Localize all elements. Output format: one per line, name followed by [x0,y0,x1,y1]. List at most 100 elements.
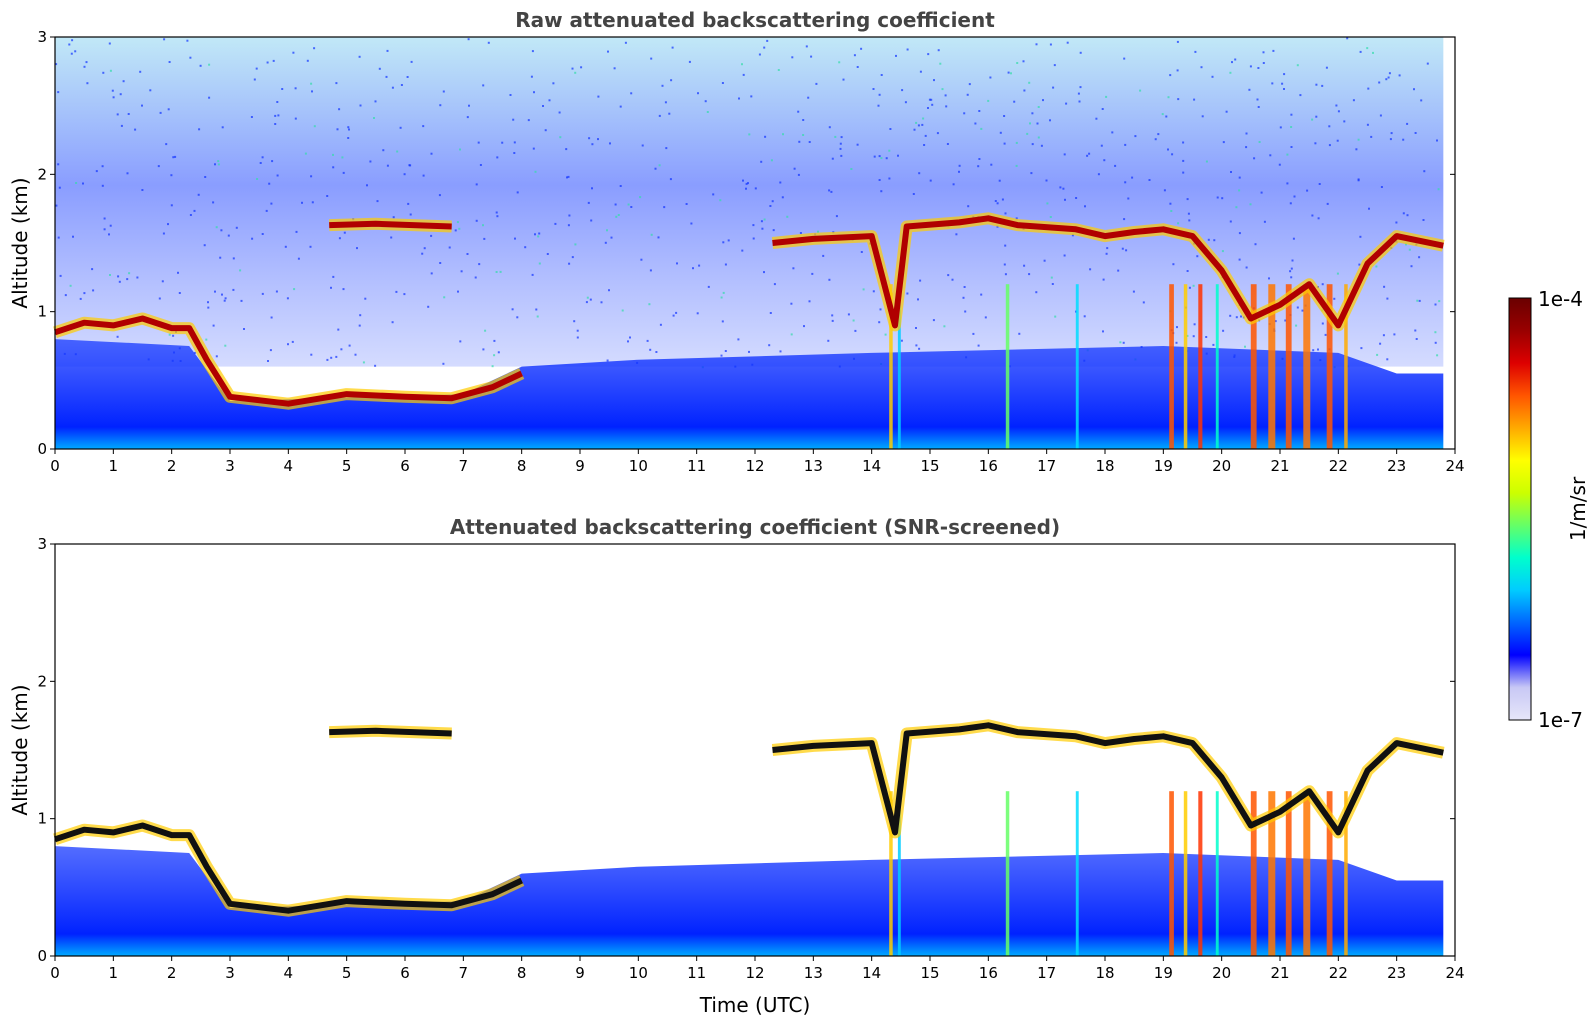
noise-speck [1355,148,1358,151]
x-tick-label: 0 [50,964,60,982]
noise-speck [1037,136,1040,139]
noise-speck [189,56,192,59]
y-tick-label: 0 [37,440,47,458]
y-tick-label: 1 [37,810,47,828]
noise-speck [763,271,765,274]
noise-speck [294,117,297,120]
noise-speck [332,275,335,278]
noise-speck [103,228,106,231]
noise-speck [430,272,433,275]
noise-speck [661,84,664,87]
noise-speck [919,70,922,73]
noise-speck [168,333,171,336]
raw-backscatter-panel: Raw attenuated backscattering coefficien… [8,8,1465,475]
noise-speck [109,69,112,72]
noise-speck [214,290,216,293]
noise-speck [205,338,208,341]
noise-speck [294,87,297,90]
noise-speck [513,141,516,144]
noise-speck [215,226,218,229]
noise-speck [574,243,577,246]
noise-speck [91,268,94,271]
noise-speck [1317,348,1319,351]
noise-speck [306,59,309,62]
precipitation-streak [1326,791,1333,956]
noise-speck [531,273,534,276]
noise-speck [567,224,570,227]
noise-speck [477,141,480,144]
noise-speck [291,340,294,343]
noise-speck [207,301,209,304]
noise-speck [261,233,264,235]
noise-speck [1207,238,1210,241]
noise-speck [1434,341,1437,344]
x-tick-label: 7 [459,964,469,982]
noise-speck [1290,126,1293,128]
noise-speck [108,42,111,45]
noise-speck [1059,186,1062,189]
noise-speck [568,214,571,217]
x-tick-label: 20 [1212,964,1231,982]
noise-speck [277,114,280,117]
noise-speck [831,319,834,322]
noise-speck [559,136,562,139]
x-tick-label: 21 [1270,457,1289,475]
noise-speck [482,348,485,351]
noise-speck [204,176,207,178]
noise-speck [790,333,793,336]
noise-speck [769,312,772,314]
noise-speck [797,110,800,113]
noise-speck [495,271,498,273]
noise-speck [1235,316,1238,319]
noise-speck [186,39,189,42]
noise-speck [721,82,724,84]
noise-speck [253,78,256,81]
noise-speck [491,365,494,368]
x-tick-label: 16 [979,457,998,475]
noise-speck [1387,76,1390,79]
noise-speck [536,315,539,318]
x-tick-label: 24 [1445,964,1464,982]
noise-speck [1299,94,1302,97]
noise-speck [1051,283,1054,285]
noise-speck [589,298,592,301]
noise-speck [119,93,122,96]
noise-speck [790,302,793,305]
noise-speck [1086,154,1089,157]
precipitation-streak [1285,791,1292,956]
noise-speck [963,286,966,288]
noise-speck [768,344,771,347]
noise-speck [690,222,693,225]
noise-speck [396,150,399,153]
noise-speck [1321,322,1324,325]
noise-speck [1157,133,1160,136]
noise-speck [1018,332,1021,335]
noise-speck [590,219,593,222]
noise-speck [742,179,744,182]
x-tick-label: 1 [109,457,119,475]
noise-speck [748,350,750,353]
noise-speck [947,274,950,277]
noise-speck [748,133,751,136]
noise-speck [272,59,275,62]
noise-speck [385,75,388,78]
x-tick-label: 15 [920,964,939,982]
noise-speck [1238,232,1241,235]
noise-speck [82,182,84,185]
noise-speck [1240,315,1242,318]
noise-speck [1221,250,1224,253]
noise-speck [122,80,125,83]
noise-speck [546,253,549,255]
noise-speck [101,165,104,168]
noise-speck [1436,354,1439,357]
noise-speck [617,214,620,216]
noise-speck [1022,60,1025,63]
x-tick-label: 4 [284,457,294,475]
noise-speck [1161,113,1164,116]
noise-speck [808,141,811,143]
noise-speck [478,263,481,266]
y-tick-label: 0 [37,947,47,965]
noise-speck [373,117,375,119]
noise-speck [1122,341,1125,344]
